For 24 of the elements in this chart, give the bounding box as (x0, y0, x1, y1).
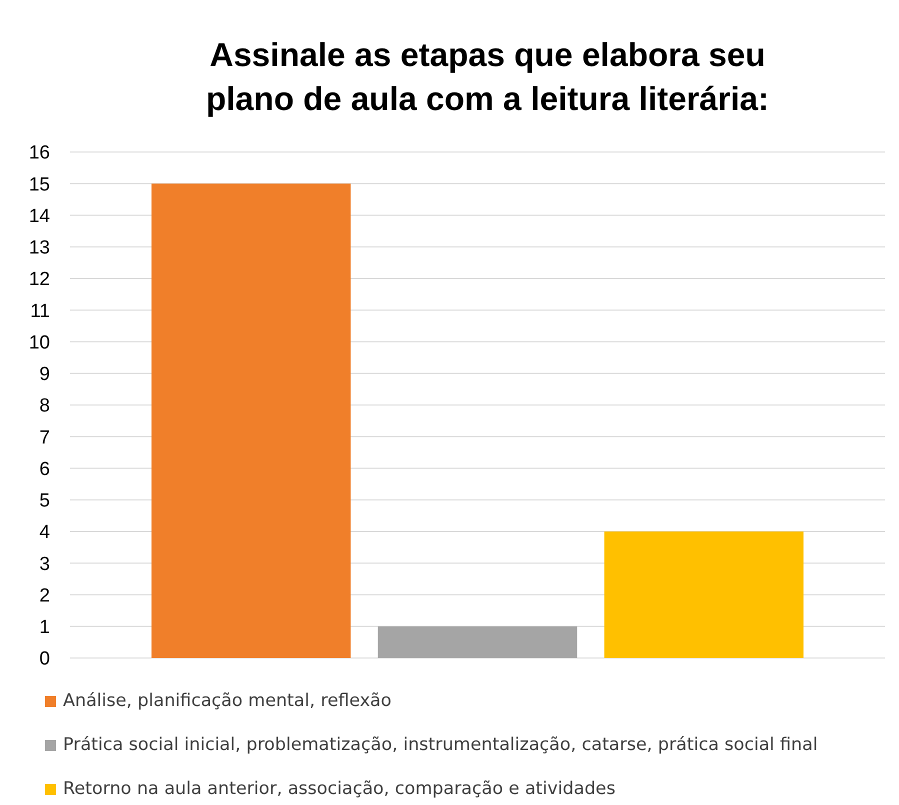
y-tick-label: 9 (39, 364, 50, 386)
y-tick-label: 13 (28, 238, 50, 259)
y-tick-label: 14 (28, 206, 50, 227)
y-tick-label: 3 (39, 554, 50, 575)
y-tick-label: 12 (28, 269, 50, 290)
bar (378, 626, 578, 658)
y-tick-label: 11 (30, 300, 50, 322)
y-tick-label: 15 (28, 174, 50, 196)
y-tick-label: 8 (39, 396, 50, 417)
y-tick-label: 16 (28, 142, 50, 164)
legend-label: Prática social inicial, problematização, instrumentalização, catarse, prática social final (63, 735, 818, 755)
legend-label: Análise, planificação mental, reflexão (63, 691, 392, 711)
bar (152, 184, 351, 658)
bar (604, 532, 804, 658)
y-tick-label: 4 (39, 522, 50, 544)
y-tick-label: 5 (39, 490, 50, 512)
y-tick-label: 2 (39, 585, 50, 606)
y-tick-label: 7 (39, 427, 50, 448)
y-tick-label: 1 (39, 617, 50, 638)
y-tick-label: 10 (28, 332, 50, 354)
chart-title: Assinale as etapas que elabora seu plano de aula com a leitura literária: (206, 36, 770, 117)
legend-label: Retorno na aula anterior, associação, comparação e atividades (63, 779, 616, 799)
y-tick-label: 6 (39, 458, 50, 480)
y-tick-label: 0 (39, 648, 50, 670)
